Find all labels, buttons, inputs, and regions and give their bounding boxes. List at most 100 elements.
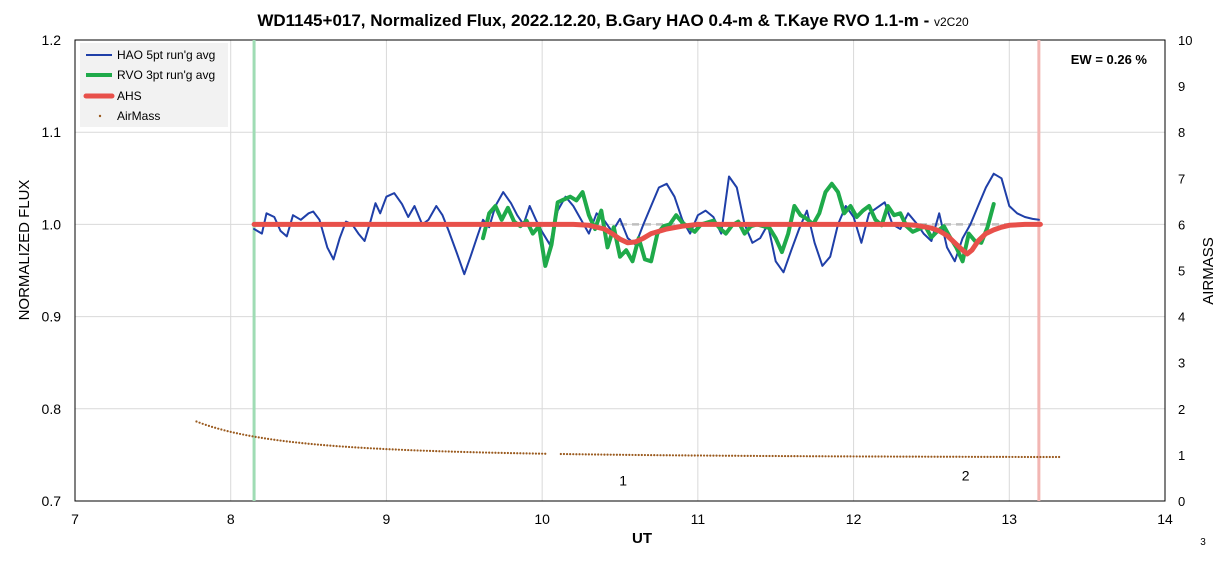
airmass-point [927,455,930,458]
airmass-point [369,447,372,450]
airmass-point [388,448,391,451]
y2-tick-label: 7 [1178,171,1185,186]
airmass-point [478,451,481,454]
airmass-point [874,455,877,458]
airmass-point [939,455,942,458]
airmass-point [562,452,566,456]
airmass-point [232,431,235,434]
y2-tick-label: 3 [1178,356,1185,371]
grid-lines [75,40,1165,501]
airmass-point [251,435,254,438]
y-tick-label: 0.8 [42,401,62,417]
airmass-point [341,445,344,448]
airmass-point [484,451,488,454]
airmass-series [195,420,1061,459]
airmass-point [590,453,594,456]
y2-tick-labels: 0 1 2 3 4 5 6 7 8 9 10 [1178,33,1192,509]
airmass-point [724,454,727,457]
airmass-point [802,455,805,458]
airmass-point [584,453,587,456]
airmass-point [889,455,893,458]
airmass-point [214,426,217,429]
airmass-point [899,455,902,458]
airmass-point [755,454,759,458]
airmass-point [1001,455,1005,459]
airmass-point [587,453,590,456]
airmass-point [843,455,846,458]
airmass-point [833,455,836,458]
airmass-point [242,433,245,436]
legend-box [80,43,228,127]
airmass-point [347,445,351,449]
airmass-point [892,455,896,458]
airmass-point [301,441,304,445]
airmass-point [690,454,693,457]
airmass-point [749,454,752,457]
airmass-point [811,455,815,458]
airmass-point [920,455,924,458]
airmass-point [422,449,425,452]
airmass-point [945,455,949,458]
x-tick-label: 8 [227,511,235,527]
airmass-point [737,454,740,457]
airmass-point [456,450,460,453]
airmass-point [743,454,746,457]
airmass-point [818,455,821,458]
airmass-point [914,455,917,458]
airmass-point [463,450,466,454]
y2-tick-label: 4 [1178,310,1185,325]
airmass-point [1058,455,1061,459]
chart-title: WD1145+017, Normalized Flux, 2022.12.20,… [257,11,969,30]
airmass-point [634,453,637,457]
airmass-point [366,447,369,450]
airmass-point [575,453,578,456]
x-tick-label: 9 [383,511,391,527]
airmass-point [868,455,871,458]
airmass-point [257,436,260,439]
airmass-point [618,453,622,456]
airmass-point [858,455,861,458]
y-tick-labels: 0.7 0.8 0.9 1.0 1.1 1.2 [42,32,62,509]
airmass-point [316,443,320,446]
airmass-point [665,454,668,457]
airmass-point [600,453,603,456]
airmass-point [949,455,952,458]
airmass-point [606,453,609,456]
airmass-point [400,448,404,451]
airmass-point [363,446,366,450]
airmass-point [902,455,905,458]
airmass-point [357,446,360,449]
airmass-point [771,454,774,458]
airmass-point [628,453,631,456]
airmass-point [861,455,865,458]
airmass-point [295,441,298,444]
airmass-point [699,454,703,457]
page-number: 3 [1200,537,1206,548]
flux-series [251,172,1043,276]
legend-label-rvo: RVO 3pt run'g avg [117,68,215,82]
airmass-point [288,440,291,443]
y-tick-label: 1.0 [42,216,62,232]
legend-label-airmass: AirMass [117,109,160,123]
airmass-point [917,455,921,458]
airmass-point [235,432,239,435]
y2-tick-label: 0 [1178,494,1185,509]
airmass-point [198,421,201,424]
airmass-point [678,454,681,457]
airmass-point [836,455,840,458]
airmass-point [450,450,453,453]
airmass-point [908,455,911,458]
airmass-point [509,451,513,455]
airmass-point [684,454,687,457]
airmass-point [1017,455,1020,459]
airmass-point [796,455,799,458]
airmass-point [525,452,528,455]
airmass-point [759,454,762,458]
airmass-point [643,453,647,457]
airmass-point [276,439,279,442]
airmass-point [631,453,634,457]
airmass-point [671,454,675,457]
airmass-point [285,440,288,443]
airmass-point [942,455,945,458]
airmass-point [375,447,379,450]
